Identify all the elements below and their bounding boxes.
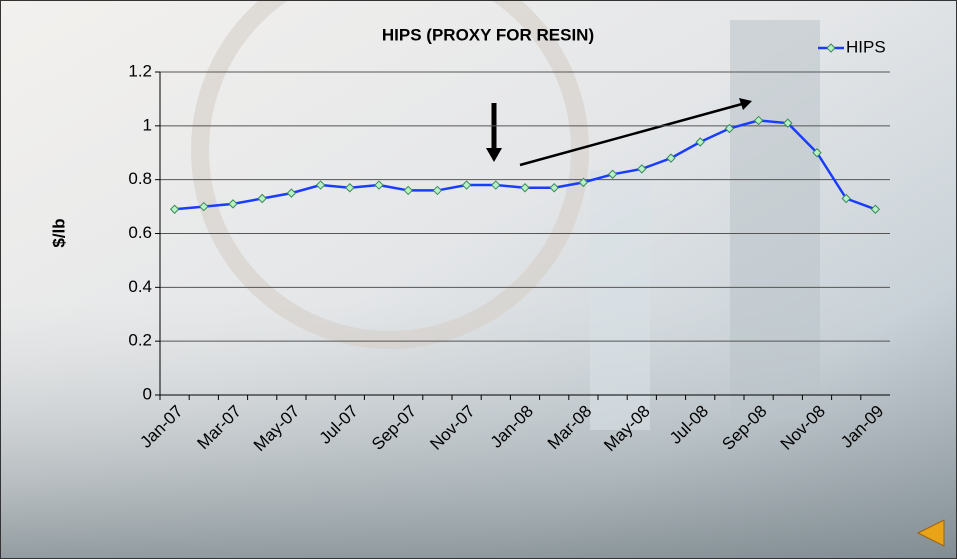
y-tick-label: 0 — [143, 384, 152, 403]
watermark — [191, 0, 589, 349]
data-point — [637, 164, 647, 174]
y-tick-label: 0.2 — [128, 331, 152, 350]
data-point — [607, 169, 618, 179]
y-tick-label: 1 — [143, 115, 152, 134]
data-point — [228, 199, 238, 209]
data-point — [257, 193, 267, 204]
data-point — [403, 185, 413, 196]
data-point — [199, 201, 209, 212]
data-point — [461, 180, 472, 190]
silo — [590, 170, 650, 430]
data-point — [812, 148, 822, 158]
arrow-trend-head — [739, 98, 752, 110]
data-point — [666, 153, 676, 163]
data-point — [315, 180, 326, 190]
chart-title: HIPS (PROXY FOR RESIN) — [382, 25, 594, 44]
data-point — [783, 118, 793, 128]
data-point — [753, 115, 764, 126]
y-tick-label: 0.8 — [128, 169, 152, 188]
data-point — [432, 185, 443, 196]
data-point — [841, 193, 851, 204]
data-point — [374, 180, 384, 190]
data-point — [520, 183, 530, 193]
legend-marker — [826, 43, 836, 53]
data-point — [870, 204, 881, 214]
y-tick-label: 0.6 — [128, 223, 152, 242]
data-point — [724, 123, 735, 134]
data-point — [345, 183, 355, 193]
data-point — [695, 137, 705, 147]
tower — [730, 20, 820, 420]
arrow-trend — [519, 102, 743, 167]
arrow-down-head — [486, 148, 502, 162]
nav-back-button[interactable] — [916, 519, 945, 547]
data-point — [578, 177, 589, 188]
data-point — [491, 180, 501, 190]
y-tick-label: 1.2 — [128, 61, 152, 80]
y-tick-label: 0.4 — [128, 277, 152, 296]
y-axis-label: $/lb — [49, 218, 68, 247]
legend-label: HIPS — [846, 37, 886, 56]
data-point — [169, 204, 180, 214]
data-point — [286, 188, 297, 198]
data-point — [549, 183, 559, 193]
